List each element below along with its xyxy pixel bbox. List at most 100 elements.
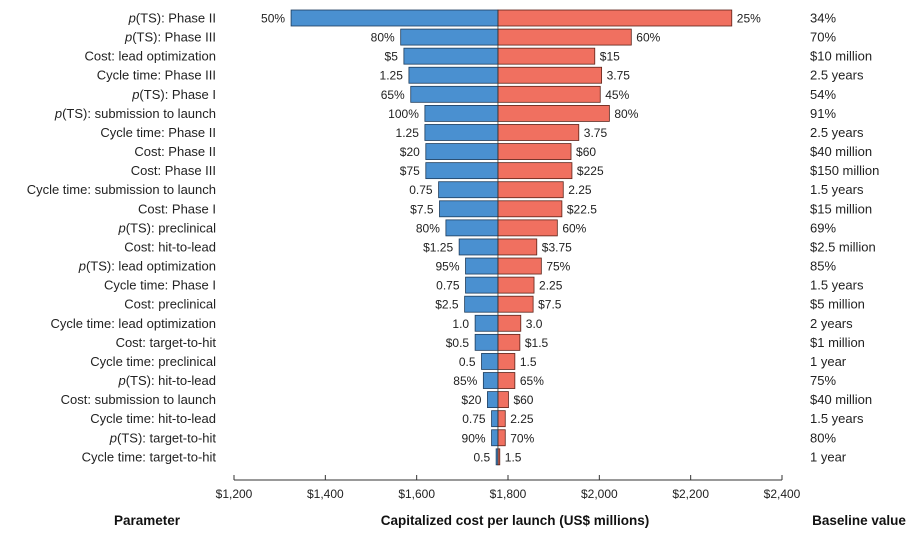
x-tick-label: $2,400 <box>764 487 801 501</box>
parameter-text: (TS): target-to-hit <box>117 430 216 445</box>
high-bar <box>497 124 580 141</box>
parameter-prefix: p <box>117 373 125 388</box>
low-value-label: $75 <box>400 164 420 178</box>
high-value-label: $1.5 <box>525 336 549 350</box>
high-value-label: 2.25 <box>510 412 534 426</box>
parameter-label: Cycle time: submission to launch <box>27 182 216 197</box>
baseline-value: 2.5 years <box>810 125 864 140</box>
high-value-label: 3.75 <box>607 69 631 83</box>
parameter-label: Cost: Phase III <box>131 163 216 178</box>
high-bar <box>497 219 558 237</box>
high-value-label: 2.25 <box>539 279 563 293</box>
high-value-label: 80% <box>614 107 638 121</box>
low-bar <box>491 410 499 428</box>
parameter-prefix: p <box>117 220 125 235</box>
high-value-label: 25% <box>737 12 761 26</box>
parameter-text: Cost: target-to-hit <box>116 335 217 350</box>
parameter-label: Cycle time: lead optimization <box>51 316 216 331</box>
low-value-label: 0.75 <box>462 412 486 426</box>
low-value-label: 0.5 <box>459 355 476 369</box>
high-value-label: 1.5 <box>505 450 522 464</box>
high-value-label: $22.5 <box>567 202 597 216</box>
low-value-label: $20 <box>461 393 481 407</box>
parameter-text: Cycle time: preclinical <box>90 354 216 369</box>
baseline-value: $15 million <box>810 201 872 216</box>
low-value-label: 1.25 <box>380 69 404 83</box>
low-value-label: $0.5 <box>446 336 470 350</box>
baseline-value: 1 year <box>810 354 847 369</box>
parameter-label: p(TS): Phase II <box>128 11 216 26</box>
low-value-label: 1.0 <box>452 317 469 331</box>
parameter-label: Cost: lead optimization <box>84 49 216 64</box>
high-bar <box>497 295 534 313</box>
low-value-label: $20 <box>400 145 420 159</box>
high-value-label: 45% <box>605 88 629 102</box>
baseline-value: 2 years <box>810 316 853 331</box>
parameter-text: (TS): Phase II <box>136 11 216 26</box>
parameter-text: Cycle time: lead optimization <box>51 316 216 331</box>
high-value-label: 1.5 <box>520 355 537 369</box>
baseline-value: 1.5 years <box>810 278 864 293</box>
low-bar <box>438 181 499 199</box>
x-tick-label: $1,200 <box>216 487 253 501</box>
baseline-value: $2.5 million <box>810 239 876 254</box>
high-bar <box>497 276 535 294</box>
low-bar <box>439 200 499 218</box>
x-tick-label: $2,200 <box>672 487 709 501</box>
x-tick-label: $1,600 <box>398 487 435 501</box>
low-value-label: $5 <box>385 50 399 64</box>
high-value-label: $60 <box>513 393 533 407</box>
x-tick-label: $2,000 <box>581 487 618 501</box>
low-value-label: 0.5 <box>473 450 490 464</box>
parameter-text: Cycle time: submission to launch <box>27 182 216 197</box>
baseline-value: 69% <box>810 220 836 235</box>
high-bar <box>497 9 733 27</box>
low-value-label: $2.5 <box>435 298 459 312</box>
baseline-header: Baseline value <box>812 513 906 528</box>
low-bar <box>487 391 499 409</box>
high-bar <box>497 238 538 256</box>
parameter-text: (TS): Phase I <box>139 87 216 102</box>
parameter-label: Cost: Phase II <box>134 144 216 159</box>
low-bar <box>465 276 499 294</box>
high-value-label: 2.25 <box>568 183 592 197</box>
high-value-label: 3.75 <box>584 126 608 140</box>
parameter-text: Cycle time: target-to-hit <box>82 449 217 464</box>
high-value-label: 60% <box>636 31 660 45</box>
low-bar <box>424 105 499 122</box>
high-bar <box>497 181 564 199</box>
baseline-value: $10 million <box>810 49 872 64</box>
low-value-label: 85% <box>453 374 477 388</box>
low-value-label: 65% <box>381 88 405 102</box>
x-axis-title: Capitalized cost per launch (US$ million… <box>381 513 650 528</box>
low-value-label: 90% <box>462 431 486 445</box>
low-bar <box>464 295 499 313</box>
parameter-text: Cost: lead optimization <box>84 49 216 64</box>
high-value-label: $15 <box>600 50 620 64</box>
low-bar <box>491 429 499 447</box>
x-tick-label: $1,400 <box>307 487 344 501</box>
parameter-text: Cost: Phase II <box>134 144 216 159</box>
low-value-label: 0.75 <box>436 279 460 293</box>
low-bar <box>474 314 499 332</box>
parameter-prefix: p <box>128 11 136 26</box>
parameter-header: Parameter <box>114 513 181 528</box>
parameter-text: Cost: preclinical <box>124 297 216 312</box>
parameter-label: Cost: submission to launch <box>61 392 216 407</box>
high-bar <box>497 410 506 428</box>
high-bar <box>497 353 516 370</box>
parameter-label: Cost: Phase I <box>138 201 216 216</box>
parameter-text: Cost: hit-to-lead <box>124 239 216 254</box>
x-tick-label: $1,800 <box>490 487 527 501</box>
parameter-label: Cycle time: Phase I <box>104 278 216 293</box>
low-bar <box>403 47 499 65</box>
high-value-label: $7.5 <box>538 298 562 312</box>
low-bar <box>482 372 499 389</box>
parameter-prefix: p <box>131 87 139 102</box>
baseline-value: 91% <box>810 106 836 121</box>
parameter-label: p(TS): submission to launch <box>54 106 216 121</box>
high-value-label: $3.75 <box>542 240 572 254</box>
baseline-value: $5 million <box>810 297 865 312</box>
parameter-prefix: p <box>78 259 86 274</box>
parameter-label: Cost: target-to-hit <box>116 335 217 350</box>
